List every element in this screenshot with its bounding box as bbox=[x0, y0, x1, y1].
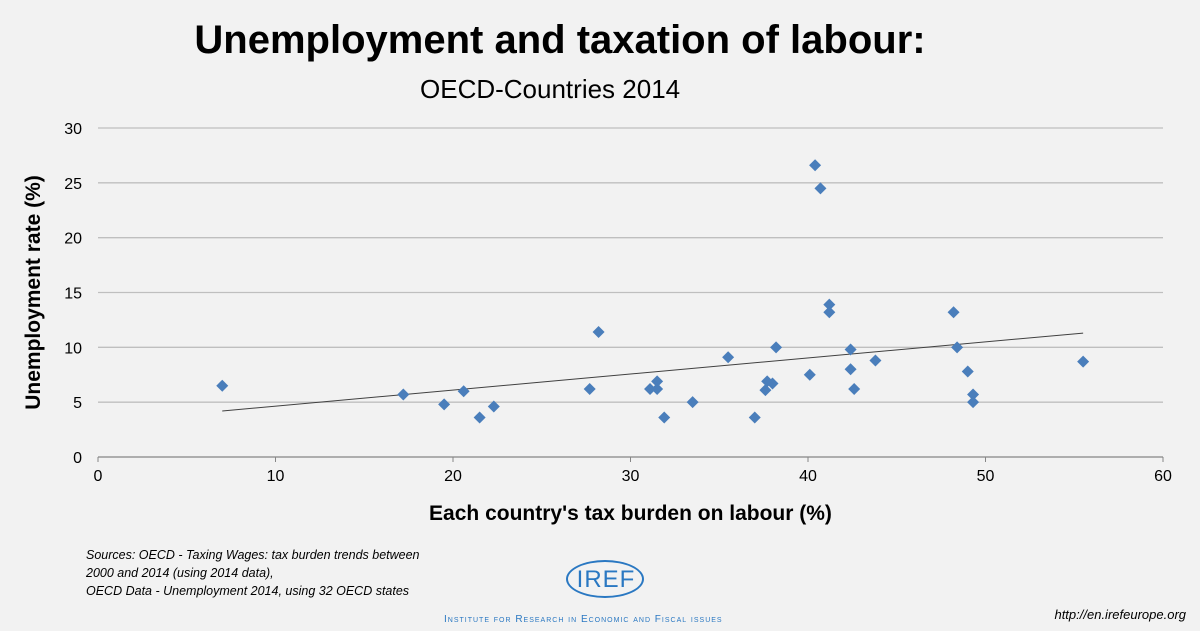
source-line: OECD Data - Unemployment 2014, using 32 … bbox=[86, 584, 410, 598]
logo-text: IREF bbox=[576, 566, 636, 593]
y-tick-label: 0 bbox=[73, 450, 82, 467]
data-point bbox=[844, 363, 857, 376]
data-point bbox=[658, 411, 671, 424]
data-point bbox=[961, 365, 974, 378]
data-point bbox=[967, 396, 980, 409]
data-point bbox=[803, 368, 816, 381]
data-point bbox=[583, 383, 596, 396]
institute-name: Institute for Research in Economic and F… bbox=[444, 614, 723, 625]
x-tick-label: 30 bbox=[622, 468, 640, 485]
data-point bbox=[844, 343, 857, 356]
sources-note: Sources: OECD - Taxing Wages: tax burden… bbox=[86, 546, 420, 600]
y-tick-label: 5 bbox=[73, 395, 82, 412]
x-axis-title: Each country's tax burden on labour (%) bbox=[429, 502, 832, 525]
data-point bbox=[766, 377, 779, 390]
x-tick-label: 50 bbox=[977, 468, 995, 485]
data-point bbox=[686, 396, 699, 409]
x-tick-label: 0 bbox=[94, 468, 103, 485]
data-point bbox=[487, 400, 500, 413]
data-point bbox=[457, 385, 470, 398]
chart-title: Unemployment and taxation of labour: bbox=[194, 18, 926, 62]
y-tick-label: 20 bbox=[64, 231, 82, 248]
source-line: 2000 and 2014 (using 2014 data), bbox=[86, 566, 274, 580]
data-point bbox=[473, 411, 486, 424]
data-point bbox=[748, 411, 761, 424]
data-point bbox=[1077, 355, 1090, 368]
trendline bbox=[222, 332, 1084, 412]
x-tick-label: 40 bbox=[799, 468, 817, 485]
y-tick-label: 10 bbox=[64, 340, 82, 357]
data-point bbox=[651, 375, 664, 388]
website-url[interactable]: http://en.irefeurope.org bbox=[1054, 607, 1186, 622]
data-point bbox=[814, 182, 827, 195]
y-axis-title: Unemployment rate (%) bbox=[22, 175, 45, 410]
data-point bbox=[651, 383, 664, 396]
chart-subtitle: OECD-Countries 2014 bbox=[420, 74, 681, 104]
data-point bbox=[967, 388, 980, 401]
y-tick-label: 25 bbox=[64, 176, 82, 193]
data-point bbox=[823, 298, 836, 311]
data-point bbox=[722, 351, 735, 364]
data-point bbox=[216, 379, 229, 392]
data-point bbox=[947, 306, 960, 319]
data-point bbox=[809, 159, 822, 172]
logo-oval bbox=[566, 560, 644, 598]
x-tick-label: 20 bbox=[444, 468, 462, 485]
x-tick-label: 10 bbox=[267, 468, 285, 485]
y-tick-label: 30 bbox=[64, 121, 82, 138]
iref-logo: IREF bbox=[556, 560, 656, 600]
data-point bbox=[951, 341, 964, 354]
data-point bbox=[397, 388, 410, 401]
data-point bbox=[823, 306, 836, 319]
data-point bbox=[592, 325, 605, 338]
x-tick-label: 60 bbox=[1154, 468, 1172, 485]
data-point bbox=[759, 384, 772, 397]
data-point bbox=[438, 398, 451, 411]
data-point bbox=[848, 383, 861, 396]
y-tick-label: 15 bbox=[64, 286, 82, 303]
data-point bbox=[770, 341, 783, 354]
source-line: Sources: OECD - Taxing Wages: tax burden… bbox=[86, 548, 420, 562]
data-point bbox=[644, 383, 657, 396]
data-point bbox=[869, 354, 882, 367]
